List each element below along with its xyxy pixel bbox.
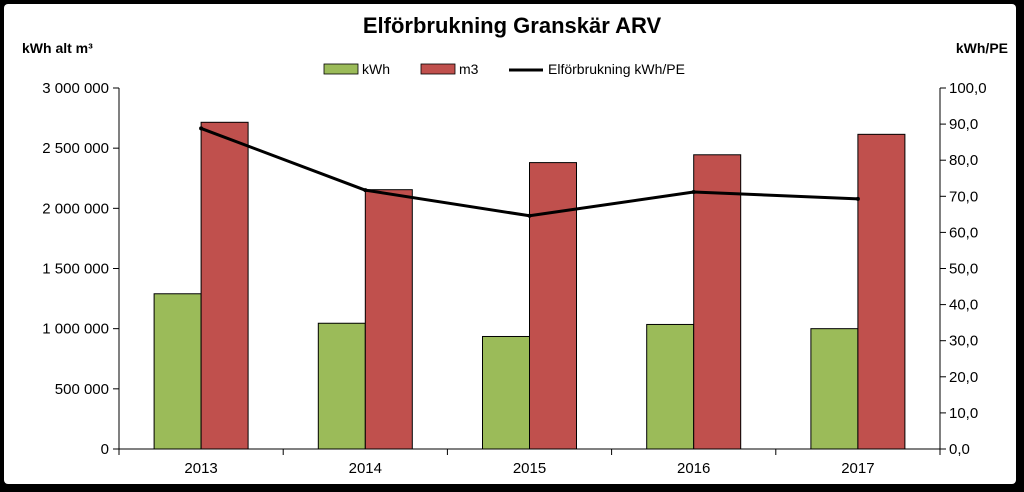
y-right-tick-label: 80,0 [949, 152, 978, 169]
x-tick-label: 2015 [513, 460, 546, 477]
y-left-tick-label: 1 500 000 [42, 261, 109, 278]
bar-m3-2014 [364, 189, 413, 450]
line-point [855, 196, 860, 201]
line-point [363, 188, 368, 193]
bar-kwh-2013 [153, 293, 202, 450]
y-right-tick-label: 30,0 [949, 333, 978, 350]
legend-swatch-m3 [420, 63, 456, 75]
y-left-tick-label: 1 000 000 [42, 321, 109, 338]
y-right-tick-label: 90,0 [949, 116, 978, 133]
legend-label: kWh [362, 61, 390, 77]
y-right-tick-label: 0,0 [949, 441, 970, 458]
chart-title: Elförbrukning Granskär ARV [363, 13, 662, 38]
bar-kwh-2014 [317, 322, 366, 450]
y-left-tick-label: 2 500 000 [42, 140, 109, 157]
bar-series-group [153, 121, 906, 450]
bar-m3-2016 [693, 154, 742, 450]
y-left-tick-label: 500 000 [55, 381, 109, 398]
legend: kWh m3 Elförbrukning kWh/PE [323, 61, 685, 77]
tick-labels-group: 0 500 000 1 000 000 1 500 000 2 000 000 2 500… [42, 80, 986, 477]
legend-swatch-kwh [323, 63, 359, 75]
line-point [527, 213, 532, 218]
y-axis-right-title: kWh/PE [956, 40, 1008, 56]
y-right-tick-label: 20,0 [949, 369, 978, 386]
bar-kwh-2016 [646, 323, 695, 450]
y-right-tick-label: 100,0 [949, 80, 987, 97]
line-series-group [199, 126, 860, 218]
y-axis-left-title: kWh alt m³ [22, 40, 93, 56]
axes-group [113, 87, 946, 455]
legend-label: Elförbrukning kWh/PE [548, 61, 685, 77]
line-point [199, 126, 204, 131]
bar-kwh-2017 [810, 328, 859, 450]
y-right-tick-label: 10,0 [949, 405, 978, 422]
y-right-tick-label: 60,0 [949, 224, 978, 241]
y-left-tick-label: 2 000 000 [42, 200, 109, 217]
y-right-tick-label: 40,0 [949, 297, 978, 314]
y-left-tick-label: 3 000 000 [42, 80, 109, 97]
y-right-tick-label: 50,0 [949, 261, 978, 278]
legend-label: m3 [459, 61, 479, 77]
x-tick-label: 2017 [841, 460, 874, 477]
x-tick-label: 2013 [184, 460, 217, 477]
y-left-tick-label: 0 [101, 441, 109, 458]
bar-m3-2013 [200, 121, 249, 450]
x-tick-label: 2014 [349, 460, 382, 477]
bar-kwh-2015 [482, 335, 530, 450]
bar-m3-2017 [857, 133, 906, 450]
x-tick-label: 2016 [677, 460, 710, 477]
line-point [691, 189, 696, 194]
bar-m3-2015 [529, 162, 577, 450]
y-right-tick-label: 70,0 [949, 188, 978, 205]
